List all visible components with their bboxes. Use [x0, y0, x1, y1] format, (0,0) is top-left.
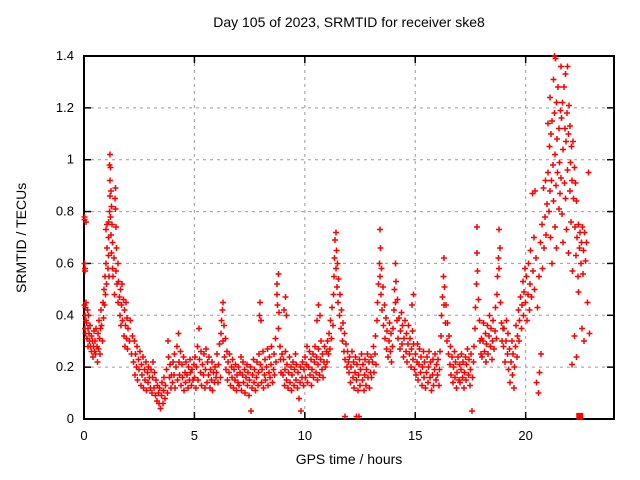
- square-marker: [576, 412, 584, 420]
- scatter-points: [81, 53, 593, 420]
- y-tick-label: 1.2: [56, 100, 74, 115]
- x-tick-label: 20: [518, 428, 532, 443]
- x-axis-label: GPS time / hours: [295, 451, 403, 467]
- y-tick-label: 1.4: [56, 48, 74, 63]
- x-tick-label: 10: [298, 428, 312, 443]
- y-tick-label: 0.6: [56, 255, 74, 270]
- x-tick-label: 15: [408, 428, 422, 443]
- y-axis-label: SRMTID / TECUs: [13, 182, 29, 293]
- chart-title: Day 105 of 2023, SRMTID for receiver ske…: [213, 14, 485, 30]
- x-tick-label: 5: [191, 428, 198, 443]
- plot-border: [83, 55, 615, 420]
- y-tick-label: 0: [67, 411, 74, 426]
- y-tick-label: 0.2: [56, 359, 74, 374]
- y-tick-label: 0.8: [56, 204, 74, 219]
- x-tick-label: 0: [80, 428, 87, 443]
- y-tick-label: 0.4: [56, 307, 74, 322]
- y-tick-label: 1: [67, 152, 74, 167]
